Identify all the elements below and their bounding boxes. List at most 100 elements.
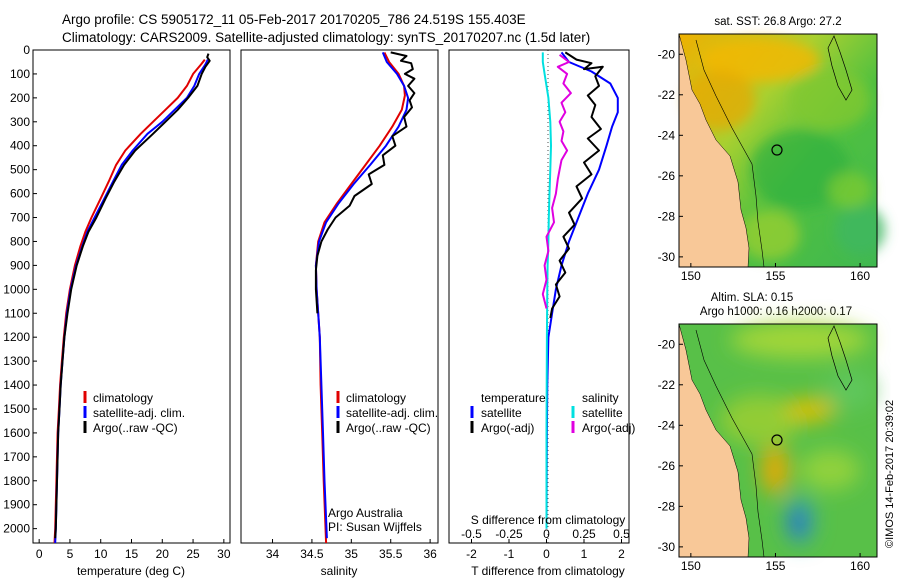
- legend-label-climatology: climatology: [93, 391, 153, 405]
- lat-tick-label: -28: [658, 499, 676, 513]
- s-tick-label: 0.25: [572, 527, 596, 541]
- sla-map-title2: Argo h1000: 0.16 h2000: 0.17: [700, 306, 852, 318]
- credit-line1: Argo Australia: [328, 506, 403, 520]
- lat-tick-label: -26: [658, 459, 676, 473]
- lat-tick-label: -24: [658, 128, 676, 142]
- depth-tick-label: 1200: [3, 330, 30, 344]
- legend-label-satellite: satellite-adj. clim.: [93, 406, 185, 420]
- sla-map-title1: Altim. SLA: 0.15: [711, 292, 793, 304]
- figure-title-line1: Argo profile: CS 5905172_11 05-Feb-2017 …: [62, 12, 526, 27]
- depth-tick-label: 200: [10, 91, 30, 105]
- depth-tick-label: 600: [10, 187, 30, 201]
- depth-tick-label: 700: [10, 211, 30, 225]
- x-tick-label: 2: [618, 547, 625, 561]
- depth-tick-label: 1600: [3, 426, 30, 440]
- depth-tick-label: 800: [10, 234, 30, 248]
- shelf-contour: [695, 329, 765, 558]
- x-tick-label: 35.5: [379, 547, 403, 561]
- lon-tick-label: 160: [850, 269, 870, 283]
- depth-tick-label: 0: [23, 43, 30, 57]
- lon-tick-label: 155: [765, 559, 785, 573]
- x-tick-label: 25: [186, 547, 200, 561]
- sst-anomalies: [685, 38, 885, 260]
- lat-tick-label: -20: [658, 337, 676, 351]
- temperature-series: [53, 53, 211, 543]
- figure-title-line2: Climatology: CARS2009. Satellite-adjuste…: [62, 30, 591, 45]
- credit-line2: PI: Susan Wijffels: [328, 520, 422, 534]
- legend-label-argo: Argo(..raw -QC): [346, 421, 431, 435]
- x-tick-label: 34.5: [300, 547, 324, 561]
- lat-tick-label: -30: [658, 250, 676, 264]
- sst-map-axes: 150 155 160 -20 -22 -24 -26 -28 -30: [658, 47, 871, 283]
- x-tick-label: 5: [67, 547, 74, 561]
- legend-label-climatology: climatology: [346, 391, 406, 405]
- lat-tick-label: -28: [658, 209, 676, 223]
- series-line-argo-raw-qc: [314, 51, 416, 314]
- x-tick-label: 15: [125, 547, 139, 561]
- depth-tick-label: 1300: [3, 354, 30, 368]
- sla-map-axes: 150 155 160 -20 -22 -24 -26 -28 -30: [658, 337, 871, 573]
- legend-label-argo: Argo(..raw -QC): [93, 421, 178, 435]
- t-difference-xlabel: T difference from climatology: [471, 564, 625, 578]
- depth-tick-label: 1400: [3, 378, 30, 392]
- difference-x-axis: -2 -1 0 1 2: [466, 539, 625, 561]
- legend-label-t-argo: Argo(-adj): [481, 421, 534, 435]
- depth-tick-label: 500: [10, 163, 30, 177]
- x-tick-label: -2: [466, 547, 477, 561]
- x-tick-label: 20: [156, 547, 170, 561]
- s-difference-xlabel: S difference from climatology: [471, 513, 626, 527]
- s-tick-label: 0: [543, 527, 550, 541]
- lat-tick-label: -26: [658, 169, 676, 183]
- s-tick-label: -0.5: [461, 527, 482, 541]
- legend-title-temperature: temperature: [481, 391, 546, 405]
- series-line-t-argo-adj: [549, 51, 604, 319]
- x-tick-label: 0: [36, 547, 43, 561]
- depth-tick-label: 300: [10, 115, 30, 129]
- legend-label-s-satellite: satellite: [582, 406, 623, 420]
- salinity-series: [314, 51, 416, 543]
- depth-tick-label: 1900: [3, 498, 30, 512]
- x-tick-label: -1: [504, 547, 515, 561]
- argo-position-marker: [771, 144, 783, 156]
- imos-timestamp: ©IMOS 14-Feb-2017 20:39:02: [884, 400, 896, 548]
- series-line-s-argo-adj: [541, 54, 572, 309]
- depth-axis: 0 100 200 300 400 500 600 700 800 900 1000 1100 1200…: [3, 43, 37, 536]
- sla-anomalies: [720, 322, 875, 545]
- s-tick-label: -0.25: [495, 527, 523, 541]
- lat-tick-label: -22: [658, 88, 676, 102]
- series-line-s-satellite: [541, 52, 552, 529]
- difference-panel-frame: [448, 49, 630, 544]
- australia-land: [678, 33, 750, 268]
- depth-tick-label: 1800: [3, 474, 30, 488]
- temperature-x-axis: 0 5 10 15 20 25 30: [36, 539, 231, 561]
- x-tick-label: 0: [543, 547, 550, 561]
- depth-tick-label: 1100: [4, 306, 30, 320]
- depth-tick-label: 1700: [3, 450, 30, 464]
- sst-map: [678, 33, 885, 268]
- legend-label-satellite: satellite-adj. clim.: [346, 406, 438, 420]
- x-tick-label: 35: [345, 547, 359, 561]
- difference-legend: temperature satellite Argo(-adj) salinit…: [470, 391, 635, 435]
- lat-tick-label: -22: [658, 378, 676, 392]
- salinity-x-axis: 34 34.5 35 35.5 36: [266, 539, 437, 561]
- temperature-xlabel: temperature (deg C): [77, 564, 185, 578]
- series-line-argo-raw-qc: [54, 53, 211, 539]
- lon-tick-label: 155: [765, 269, 785, 283]
- reef-contour: [827, 35, 853, 101]
- legend-label-s-argo: Argo(-adj): [582, 421, 635, 435]
- legend-title-salinity: salinity: [582, 391, 619, 405]
- sst-map-title: sat. SST: 26.8 Argo: 27.2: [714, 16, 841, 28]
- depth-tick-label: 100: [10, 67, 30, 81]
- x-tick-label: 10: [94, 547, 108, 561]
- series-line-t-satellite: [545, 51, 619, 529]
- s-tick-label: 0.5: [613, 527, 630, 541]
- depth-tick-label: 1000: [3, 282, 30, 296]
- temperature-panel-frame: [32, 49, 231, 544]
- series-line-satellite-adj-clim: [314, 52, 410, 539]
- x-tick-label: 30: [217, 547, 231, 561]
- salinity-xlabel: salinity: [321, 564, 358, 578]
- sla-map: [678, 322, 878, 558]
- depth-tick-label: 1500: [3, 402, 30, 416]
- temperature-legend: climatology satellite-adj. clim. Argo(..…: [83, 391, 185, 435]
